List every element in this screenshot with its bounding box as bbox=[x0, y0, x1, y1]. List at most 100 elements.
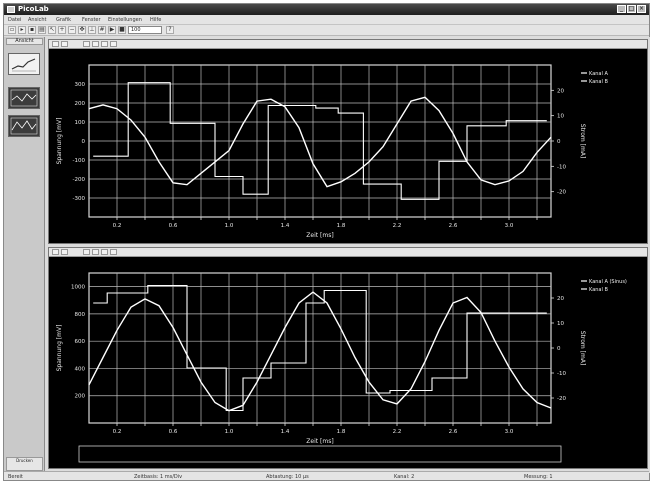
y-tick-label-right: -10 bbox=[557, 371, 566, 377]
sidebar-print-button[interactable]: Drucken bbox=[6, 457, 43, 471]
legend-label-2: Kanal B bbox=[589, 79, 608, 85]
y-tick-label-left: 600 bbox=[75, 339, 86, 345]
view-sidebar: Ansicht Drucken bbox=[4, 37, 45, 473]
chart-bottom: 0.2 0.6 1.0 1.4 1.8 2.2 2.6 3.01000800600400200… bbox=[56, 272, 627, 463]
panel-cursor-icon[interactable] bbox=[83, 41, 90, 47]
title-bar: PicoLab _ □ × bbox=[4, 4, 649, 15]
menu-view[interactable]: Ansicht bbox=[28, 17, 47, 23]
open-icon[interactable]: ▸ bbox=[18, 26, 26, 34]
x-tick-label: 2.2 bbox=[393, 429, 402, 435]
y-axis-label-right: Strom [mA] bbox=[579, 331, 586, 366]
y-tick-label-right: 20 bbox=[557, 88, 564, 94]
status-timebase: Zeitbasis: 1 ms/Div bbox=[134, 474, 183, 480]
window-title: PicoLab bbox=[18, 5, 49, 13]
close-icon[interactable]: × bbox=[637, 5, 646, 13]
x-axis-label: Zeit [ms] bbox=[306, 232, 333, 239]
panel-grid-icon[interactable] bbox=[101, 41, 108, 47]
series-line-1 bbox=[88, 291, 552, 412]
y-tick-label-right: 20 bbox=[557, 296, 564, 302]
new-icon[interactable]: ▫ bbox=[8, 26, 16, 34]
chart-info-box bbox=[78, 445, 562, 463]
pan-icon[interactable]: ✥ bbox=[78, 26, 86, 34]
panel-toolbar-bottom bbox=[49, 248, 647, 257]
y-tick-label-left: 200 bbox=[75, 101, 86, 107]
x-tick-label: 1.4 bbox=[281, 223, 290, 229]
measure-icon[interactable]: ⊥ bbox=[88, 26, 96, 34]
legend-label-2: Kanal B bbox=[589, 287, 608, 293]
y-tick-label-left: 200 bbox=[75, 394, 86, 400]
panel-grid-icon[interactable] bbox=[101, 249, 108, 255]
menu-graphic[interactable]: Grafik bbox=[56, 17, 72, 23]
view-thumbnail-2[interactable] bbox=[8, 87, 40, 109]
print-icon[interactable]: ▤ bbox=[38, 26, 46, 34]
sidebar-header: Ansicht bbox=[6, 38, 43, 45]
panel-settings-icon[interactable] bbox=[52, 249, 59, 255]
status-bar: Bereit Zeitbasis: 1 ms/Div Abtastung: 10… bbox=[4, 471, 649, 480]
x-tick-label: 0.2 bbox=[113, 429, 122, 435]
zoom-in-icon[interactable]: + bbox=[58, 26, 66, 34]
main-toolbar: ▫ ▸ ▪ ▤ ↖ + − ✥ ⊥ # ▶ ■ 100 ? bbox=[4, 25, 649, 36]
plot-frame bbox=[88, 272, 552, 424]
y-tick-label-left: 1000 bbox=[71, 285, 85, 291]
series-line-2 bbox=[93, 82, 547, 200]
x-tick-label: 1.8 bbox=[337, 223, 346, 229]
y-tick-label-right: -20 bbox=[557, 190, 566, 196]
app-icon bbox=[7, 6, 15, 13]
y-tick-label-left: 300 bbox=[75, 82, 86, 88]
menu-window[interactable]: Fenster bbox=[82, 17, 101, 23]
panel-measure-icon[interactable] bbox=[92, 249, 99, 255]
x-tick-label: 1.0 bbox=[225, 429, 234, 435]
panel-zoom-icon[interactable] bbox=[61, 41, 68, 47]
y-tick-label-left: 0 bbox=[82, 139, 86, 145]
menu-help[interactable]: Hilfe bbox=[150, 17, 162, 23]
x-tick-label: 3.0 bbox=[505, 223, 514, 229]
save-icon[interactable]: ▪ bbox=[28, 26, 36, 34]
y-axis-label-left: Spannung [mV] bbox=[56, 325, 63, 372]
y-tick-label-left: -100 bbox=[73, 158, 86, 164]
grid-icon[interactable]: # bbox=[98, 26, 106, 34]
cursor-icon[interactable]: ↖ bbox=[48, 26, 56, 34]
view-thumbnail-3[interactable] bbox=[8, 115, 40, 137]
x-tick-label: 1.0 bbox=[225, 223, 234, 229]
status-sampling: Abtastung: 10 µs bbox=[266, 474, 309, 480]
y-tick-label-left: 100 bbox=[75, 120, 86, 126]
x-tick-label: 2.6 bbox=[449, 429, 458, 435]
zoom-out-icon[interactable]: − bbox=[68, 26, 76, 34]
panel-settings-icon[interactable] bbox=[52, 41, 59, 47]
minimize-icon[interactable]: _ bbox=[617, 5, 626, 13]
y-tick-label-right: 0 bbox=[557, 139, 561, 145]
legend-label-1: Kanal A (Sinus) bbox=[589, 279, 627, 285]
menu-file[interactable]: Datei bbox=[8, 17, 22, 23]
app-window: PicoLab _ □ × Datei Ansicht Grafik Fenst… bbox=[3, 3, 650, 481]
x-tick-label: 2.2 bbox=[393, 223, 402, 229]
panel-toolbar-top bbox=[49, 40, 647, 49]
status-ready: Bereit bbox=[8, 474, 23, 480]
y-tick-label-left: 400 bbox=[75, 366, 86, 372]
panel-zoom-icon[interactable] bbox=[61, 249, 68, 255]
legend-label-1: Kanal A bbox=[589, 71, 608, 77]
panel-cursor-icon[interactable] bbox=[83, 249, 90, 255]
y-tick-label-right: -20 bbox=[557, 396, 566, 402]
y-tick-label-left: -200 bbox=[73, 177, 86, 183]
y-tick-label-right: 0 bbox=[557, 346, 561, 352]
stop-icon[interactable]: ■ bbox=[118, 26, 126, 34]
status-channel: Kanal: 2 bbox=[394, 474, 415, 480]
status-measurement: Messung: 1 bbox=[524, 474, 553, 480]
y-axis-label-left: Spannung [mV] bbox=[56, 118, 63, 165]
y-axis-label-right: Strom [mA] bbox=[579, 124, 586, 159]
chart-panel-bottom: 0.2 0.6 1.0 1.4 1.8 2.2 2.6 3.0 1000 800 600 400 200… bbox=[48, 247, 648, 469]
run-icon[interactable]: ▶ bbox=[108, 26, 116, 34]
menu-settings[interactable]: Einstellungen bbox=[108, 17, 142, 23]
panel-export-icon[interactable] bbox=[110, 249, 117, 255]
y-tick-label-right: 10 bbox=[557, 321, 564, 327]
view-thumbnail-1[interactable] bbox=[8, 53, 40, 75]
x-tick-label: 1.8 bbox=[337, 429, 346, 435]
y-tick-label-left: -300 bbox=[73, 196, 86, 202]
x-tick-label: 2.6 bbox=[449, 223, 458, 229]
maximize-icon[interactable]: □ bbox=[627, 5, 636, 13]
zoom-select[interactable]: 100 bbox=[128, 26, 162, 34]
x-tick-label: 0.6 bbox=[169, 223, 178, 229]
panel-measure-icon[interactable] bbox=[92, 41, 99, 47]
help-icon[interactable]: ? bbox=[166, 26, 174, 34]
panel-export-icon[interactable] bbox=[110, 41, 117, 47]
